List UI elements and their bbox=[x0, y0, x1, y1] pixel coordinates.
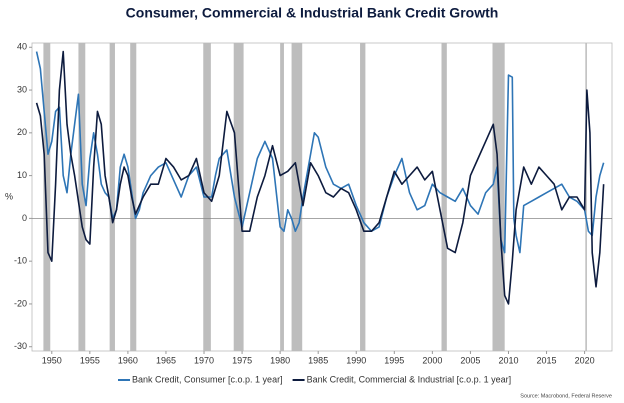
x-tick-label: 2005 bbox=[460, 355, 480, 365]
x-tick-label: 1955 bbox=[80, 355, 100, 365]
x-tick-label: 1960 bbox=[118, 355, 138, 365]
x-tick-label: 1950 bbox=[42, 355, 62, 365]
y-tick-label: 40 bbox=[17, 42, 27, 52]
x-tick-label: 1990 bbox=[346, 355, 366, 365]
x-tick-label: 1975 bbox=[232, 355, 252, 365]
x-tick-label: 2020 bbox=[575, 355, 595, 365]
recession-band bbox=[360, 43, 366, 351]
y-tick-label: 0 bbox=[22, 213, 27, 223]
recession-band bbox=[130, 43, 137, 351]
x-tick-label: 2015 bbox=[537, 355, 557, 365]
x-tick-label: 1980 bbox=[270, 355, 290, 365]
recession-band bbox=[43, 43, 51, 351]
x-tick-label: 1995 bbox=[384, 355, 404, 365]
recession-band bbox=[78, 43, 86, 351]
y-tick-label: -10 bbox=[14, 256, 27, 266]
series-line bbox=[35, 50, 605, 305]
y-tick-label: 20 bbox=[17, 127, 27, 137]
recession-band bbox=[585, 43, 587, 351]
recession-band bbox=[109, 43, 115, 351]
source: Source: Macrobond, Federal Reserve bbox=[520, 393, 612, 399]
y-tick-label: -30 bbox=[14, 341, 27, 351]
y-tick-label: 30 bbox=[17, 84, 27, 94]
y-tick-label: 10 bbox=[17, 170, 27, 180]
recession-band bbox=[280, 43, 284, 351]
recession-band bbox=[291, 43, 303, 351]
x-tick-label: 2010 bbox=[498, 355, 518, 365]
x-tick-label: 1985 bbox=[308, 355, 328, 365]
y-axis-label: % bbox=[5, 191, 13, 201]
chart-title: Consumer, Commercial & Industrial Bank C… bbox=[126, 5, 499, 21]
series-line bbox=[35, 51, 605, 254]
x-tick-label: 1970 bbox=[194, 355, 214, 365]
plot-frame bbox=[31, 42, 613, 352]
recession-band bbox=[441, 43, 447, 351]
x-tick-label: 1965 bbox=[156, 355, 176, 365]
legend-label: Bank Credit, Commercial & Industrial [c.… bbox=[307, 374, 512, 384]
x-tick-label: 2000 bbox=[422, 355, 442, 365]
y-tick-label: -20 bbox=[14, 298, 27, 308]
legend-label: Bank Credit, Consumer [c.o.p. 1 year] bbox=[132, 374, 283, 384]
